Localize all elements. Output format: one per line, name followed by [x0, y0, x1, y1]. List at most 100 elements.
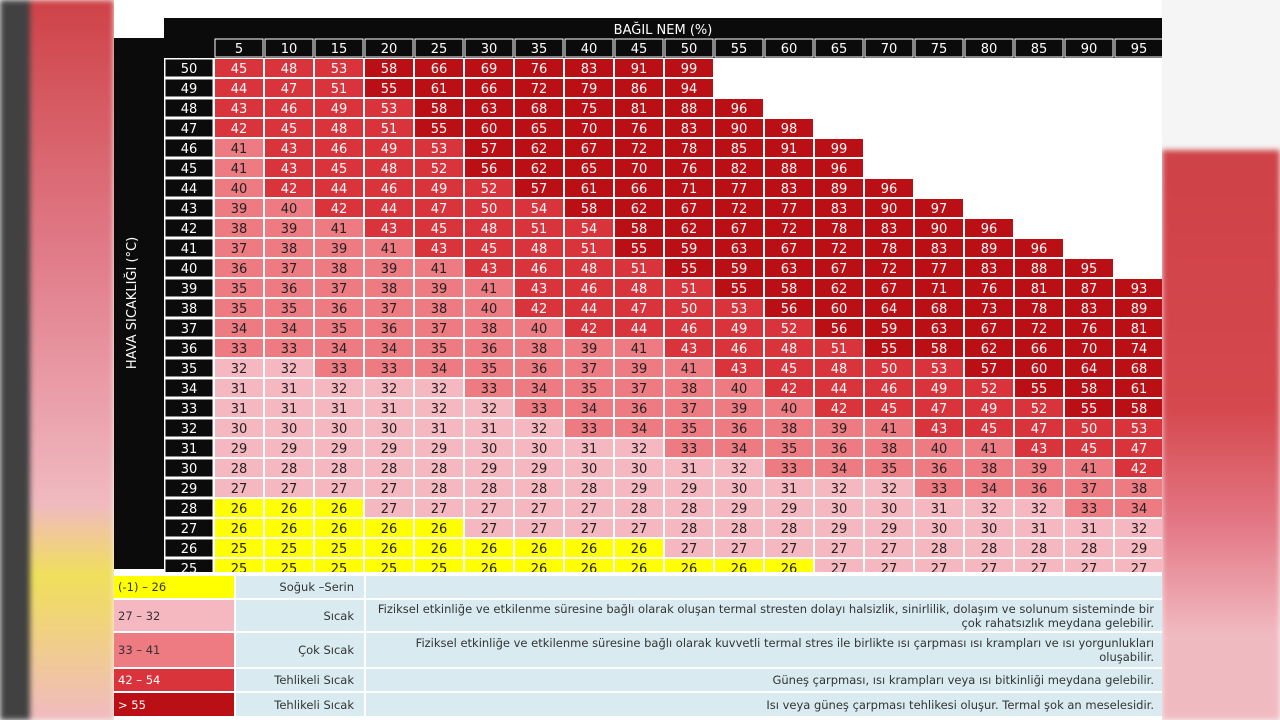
- heat-cell-value: 43: [481, 262, 498, 277]
- heat-cell-value: 98: [781, 122, 798, 137]
- heat-cell: [365, 319, 413, 337]
- heat-index-table: BAĞIL NEM (%) HAVA SICAKLIĞI (°C) 5 10 15 2…: [114, 18, 1164, 578]
- heat-cell-value: 38: [681, 382, 698, 397]
- x-tick-label: 15: [331, 42, 348, 57]
- heat-cell: [315, 379, 363, 397]
- heat-cell-value: 26: [281, 502, 298, 517]
- heat-cell: [315, 319, 363, 337]
- heat-cell-value: 41: [431, 262, 448, 277]
- heat-cell-value: 66: [631, 182, 648, 197]
- heat-cell-value: 45: [1081, 442, 1098, 457]
- heat-cell: [1115, 299, 1163, 317]
- heat-cell: [415, 399, 463, 417]
- heat-cell-value: 78: [1031, 302, 1048, 317]
- heat-cell-value: 72: [731, 202, 748, 217]
- heat-cell-value: 61: [1131, 382, 1148, 397]
- heat-cell-value: 27: [331, 482, 348, 497]
- row-header-cell: [164, 298, 214, 318]
- heat-cell: [365, 419, 413, 437]
- heat-cell: [1115, 359, 1163, 377]
- heat-cell: [815, 499, 863, 517]
- heat-cell: [415, 259, 463, 277]
- heat-cell-value: 33: [781, 462, 798, 477]
- heat-cell-value: 60: [831, 302, 848, 317]
- heat-cell-value: 46: [731, 342, 748, 357]
- heat-cell-value: 32: [481, 402, 498, 417]
- heat-cell-value: 26: [381, 522, 398, 537]
- heat-cell: [1115, 319, 1163, 337]
- heat-cell-value: 50: [881, 362, 898, 377]
- heat-cell-value: 30: [331, 422, 348, 437]
- heat-cell: [215, 99, 263, 117]
- heat-cell-value: 27: [581, 522, 598, 537]
- heat-cell: [215, 179, 263, 197]
- x-tick-label: 45: [631, 42, 648, 57]
- heat-cell: [1065, 399, 1113, 417]
- heat-cell-value: 47: [431, 202, 448, 217]
- heat-cell-value: 55: [381, 82, 398, 97]
- heat-cell: [565, 459, 613, 477]
- heat-cell-value: 41: [231, 142, 248, 157]
- heat-cell-value: 41: [331, 222, 348, 237]
- heat-cell-value: 63: [931, 322, 948, 337]
- heat-cell-value: 90: [881, 202, 898, 217]
- column-header-cell: [914, 38, 964, 58]
- heat-cell-value: 74: [1131, 342, 1148, 357]
- heat-cell-value: 68: [931, 302, 948, 317]
- column-header-cell: [1064, 38, 1114, 58]
- heat-cell: [365, 59, 413, 77]
- heat-cell-value: 31: [681, 462, 698, 477]
- heat-cell-value: 51: [831, 342, 848, 357]
- heat-cell: [815, 139, 863, 157]
- heat-cell: [615, 439, 663, 457]
- heat-cell: [415, 99, 463, 117]
- heat-cell-value: 25: [281, 542, 298, 557]
- heat-cell-value: 42: [781, 382, 798, 397]
- heat-cell-value: 41: [231, 162, 248, 177]
- legend-description: Isı veya güneş çarpması tehlikesi oluşur…: [364, 693, 1162, 716]
- heat-cell: [1065, 359, 1113, 377]
- heat-cell: [315, 279, 363, 297]
- heat-cell-value: 58: [381, 62, 398, 77]
- heat-cell-value: 39: [581, 342, 598, 357]
- heat-cell-value: 40: [531, 322, 548, 337]
- heat-cell-value: 44: [581, 302, 598, 317]
- heat-cell: [315, 239, 363, 257]
- heat-cell: [1015, 459, 1063, 477]
- heat-cell-value: 54: [581, 222, 598, 237]
- heat-cell-value: 30: [831, 502, 848, 517]
- heat-cell-value: 53: [931, 362, 948, 377]
- heat-cell: [465, 459, 513, 477]
- heat-cell: [1065, 299, 1113, 317]
- heat-cell-value: 51: [681, 282, 698, 297]
- heat-cell-value: 76: [981, 282, 998, 297]
- heat-cell: [265, 359, 313, 377]
- heat-cell: [865, 319, 913, 337]
- heat-cell-value: 39: [731, 402, 748, 417]
- y-axis-bar: [114, 38, 164, 569]
- heat-cell-value: 58: [1081, 382, 1098, 397]
- heat-cell-value: 58: [931, 342, 948, 357]
- heat-cell: [1015, 339, 1063, 357]
- heat-cell: [815, 319, 863, 337]
- heat-cell: [665, 79, 713, 97]
- heat-cell: [465, 519, 513, 537]
- heat-cell: [415, 439, 463, 457]
- background-blur-right: [1162, 150, 1280, 720]
- heat-cell-value: 34: [231, 322, 248, 337]
- heat-cell: [315, 499, 363, 517]
- heat-cell: [815, 539, 863, 557]
- heat-cell-value: 42: [231, 122, 248, 137]
- heat-cell-value: 33: [481, 382, 498, 397]
- heat-cell-value: 31: [781, 482, 798, 497]
- row-header-cell: [164, 118, 214, 138]
- heat-cell: [265, 199, 313, 217]
- heat-cell-value: 65: [531, 122, 548, 137]
- heat-cell: [265, 339, 313, 357]
- heat-cell: [465, 479, 513, 497]
- x-tick-label: 95: [1131, 42, 1148, 57]
- heat-cell-value: 42: [1131, 462, 1148, 477]
- heat-cell: [215, 519, 263, 537]
- heat-cell: [215, 379, 263, 397]
- heat-cell-value: 26: [431, 542, 448, 557]
